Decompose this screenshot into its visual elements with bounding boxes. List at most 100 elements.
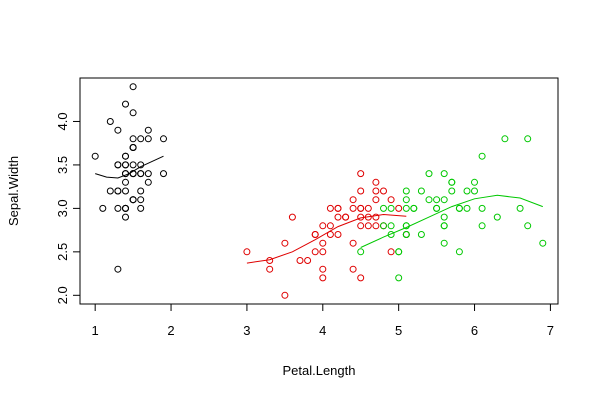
y-tick-label: 2.0: [55, 286, 70, 304]
data-point: [122, 100, 129, 108]
data-point: [319, 239, 327, 247]
data-point: [137, 204, 145, 212]
data-point: [106, 187, 114, 195]
data-point: [129, 170, 137, 178]
data-point: [326, 222, 334, 230]
data-points: [91, 83, 547, 299]
data-point: [478, 204, 486, 212]
x-tick-label: 3: [243, 323, 250, 338]
data-point: [478, 222, 486, 230]
data-point: [304, 257, 312, 264]
data-point: [440, 222, 448, 230]
data-point: [114, 265, 122, 273]
trend-line: [360, 194, 543, 248]
data-point: [387, 231, 395, 238]
data-point: [122, 187, 129, 195]
data-point: [349, 196, 357, 204]
data-point: [417, 231, 425, 238]
data-point: [357, 222, 365, 230]
data-point: [129, 109, 137, 117]
data-point: [357, 187, 365, 195]
data-point: [387, 222, 395, 230]
data-point: [410, 204, 418, 212]
data-point: [114, 187, 122, 195]
data-point: [137, 170, 145, 178]
data-point: [342, 213, 350, 221]
data-point: [144, 178, 152, 186]
x-axis-label: Petal.Length: [282, 363, 355, 378]
data-point: [380, 187, 387, 195]
data-point: [311, 231, 319, 238]
data-point: [319, 274, 327, 282]
data-point: [160, 170, 167, 178]
data-point: [357, 213, 365, 221]
data-point: [281, 291, 289, 299]
data-point: [364, 204, 372, 212]
data-point: [433, 196, 441, 204]
trend-lines: [95, 155, 543, 264]
data-point: [501, 135, 509, 143]
data-point: [281, 239, 289, 247]
data-point: [440, 196, 448, 204]
x-tick-label: 7: [547, 323, 554, 338]
data-point: [402, 196, 410, 204]
data-point: [395, 248, 403, 256]
data-point: [357, 248, 365, 256]
data-point: [425, 196, 433, 204]
data-point: [137, 135, 145, 143]
data-point: [349, 239, 357, 247]
data-point: [440, 170, 448, 178]
data-point: [357, 274, 365, 282]
data-point: [334, 204, 342, 212]
data-point: [471, 178, 478, 186]
y-tick-label: 3.5: [55, 156, 70, 174]
data-point: [266, 257, 274, 264]
data-point: [417, 187, 425, 195]
data-point: [160, 135, 167, 143]
data-point: [463, 187, 471, 195]
data-point: [137, 196, 145, 204]
data-point: [425, 170, 433, 178]
data-point: [448, 187, 456, 195]
data-point: [99, 204, 107, 212]
y-tick-label: 2.5: [55, 243, 70, 261]
data-point: [372, 213, 380, 221]
data-point: [357, 170, 365, 178]
trend-line: [95, 155, 164, 179]
data-point: [129, 161, 137, 169]
data-point: [364, 222, 372, 230]
data-point: [334, 213, 342, 221]
x-tick-label: 6: [471, 323, 478, 338]
data-point: [448, 178, 456, 186]
data-point: [402, 222, 410, 230]
data-point: [319, 248, 327, 256]
data-point: [463, 204, 471, 212]
y-tick-label: 4.0: [55, 112, 70, 130]
data-point: [137, 161, 145, 169]
data-point: [114, 126, 122, 134]
data-point: [524, 135, 532, 143]
data-point: [319, 265, 327, 273]
data-point: [440, 213, 448, 221]
data-point: [114, 204, 122, 212]
data-point: [288, 213, 296, 221]
x-axis: 1 2 3 4 5 6 7: [92, 303, 554, 338]
y-tick-label: 3.0: [55, 199, 70, 217]
data-point: [402, 231, 410, 238]
data-point: [493, 213, 501, 221]
data-point: [402, 187, 410, 195]
data-point: [129, 144, 137, 151]
data-point: [455, 248, 463, 256]
x-tick-label: 4: [319, 323, 326, 338]
data-point: [380, 222, 387, 230]
trend-line: [246, 213, 407, 264]
data-point: [395, 274, 403, 282]
data-point: [455, 204, 463, 212]
data-point: [319, 222, 327, 230]
x-tick-label: 5: [395, 323, 402, 338]
data-point: [144, 135, 152, 143]
data-point: [129, 83, 137, 91]
data-point: [478, 152, 486, 160]
data-point: [364, 213, 372, 221]
